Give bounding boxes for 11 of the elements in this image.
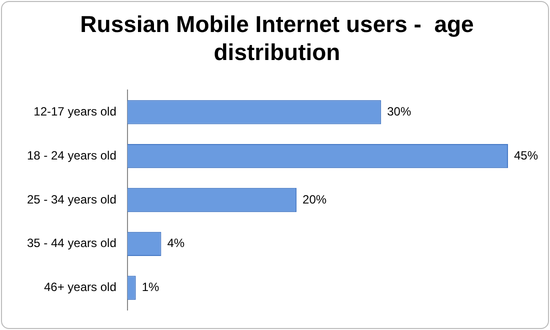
y-tick-label: 12-17 years old	[34, 104, 116, 118]
data-label: 20%	[302, 192, 327, 206]
data-label: 4%	[167, 236, 185, 250]
chart-title: Russian Mobile Internet users - age distribution	[79, 10, 475, 66]
y-tick-label: 46+ years old	[44, 280, 116, 294]
data-label: 1%	[142, 280, 160, 294]
y-tick-label: 35 - 44 years old	[26, 236, 116, 250]
data-label: 30%	[387, 104, 412, 118]
y-tick-label: 18 - 24 years old	[26, 148, 116, 162]
y-tick-label: 25 - 34 years old	[26, 192, 116, 206]
data-label: 45%	[514, 148, 538, 162]
